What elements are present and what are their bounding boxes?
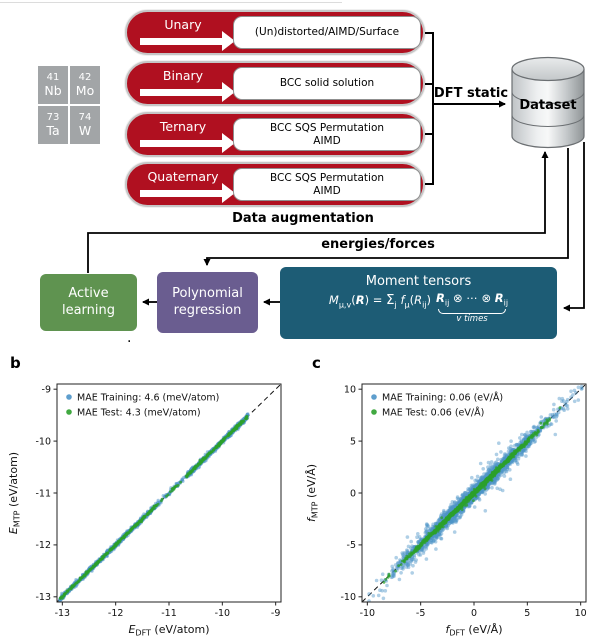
element-grid: 41 Nb 42 Mo 73 Ta 74 W (38, 66, 100, 144)
svg-text:-10: -10 (215, 608, 231, 619)
element-number: 41 (46, 72, 60, 84)
svg-text:-11: -11 (35, 488, 51, 499)
pipeline-box: BCC solid solution (233, 67, 421, 100)
moment-tensors-title: Moment tensors (365, 274, 472, 289)
top-border-line (0, 2, 342, 3)
pipeline-box: BCC SQS Permutation AIMD (233, 118, 421, 151)
stray-period: . (127, 330, 132, 346)
element-symbol: Mo (75, 82, 95, 98)
pipeline-ternary: Ternary BCC SQS Permutation AIMD (125, 112, 425, 157)
svg-text:-9: -9 (42, 384, 51, 395)
pipeline-unary: Unary (Un)distorted/AIMD/Surface (125, 10, 425, 55)
right-arrow-icon (222, 31, 235, 51)
element-number: 73 (46, 112, 60, 124)
pipeline-bracket (425, 32, 434, 185)
element-cell-ta: 73 Ta (38, 106, 68, 144)
element-cell-w: 74 W (70, 106, 100, 144)
panel-label-c: c (312, 354, 321, 372)
equation-tensor-product: Rij ⊗ ⋯ ⊗ Rij (436, 291, 509, 308)
svg-text:EDFT (eV/atom): EDFT (eV/atom) (128, 623, 209, 638)
svg-text:EMTP (eV/atom): EMTP (eV/atom) (7, 452, 22, 534)
data-augmentation-label: Data augmentation (232, 211, 374, 226)
pipeline-label: Ternary (159, 119, 207, 134)
equation-underbrace-group: Rij ⊗ ⋯ ⊗ Rij v times (436, 292, 508, 324)
right-arrow-icon (140, 89, 222, 96)
svg-text:-9: -9 (271, 608, 280, 619)
svg-text:-12: -12 (35, 540, 51, 551)
active-learning-node: Active learning (40, 274, 137, 331)
element-cell-nb: 41 Nb (38, 66, 68, 104)
moment-tensors-node: Moment tensors Mμ,v(R) = Σj fμ(Rij) Rij … (280, 267, 557, 339)
svg-text:MAE Training: 4.6 (meV/atom): MAE Training: 4.6 (meV/atom) (77, 392, 219, 403)
right-arrow-icon (140, 190, 222, 197)
polynomial-regression-node: Polynomial regression (157, 272, 258, 333)
v-times-label: v times (456, 314, 488, 325)
element-symbol: W (78, 122, 92, 138)
moment-tensor-equation: Mμ,v(R) = Σj fμ(Rij) Rij ⊗ ⋯ ⊗ Rij v tim… (329, 292, 508, 324)
pipeline-box: BCC SQS Permutation AIMD (233, 168, 421, 201)
right-arrow-icon (222, 82, 235, 102)
svg-text:MAE Test: 4.3 (meV/atom): MAE Test: 4.3 (meV/atom) (77, 407, 201, 418)
pipeline-binary: Binary BCC solid solution (125, 61, 425, 106)
pipeline-quaternary: Quaternary BCC SQS Permutation AIMD (125, 162, 425, 207)
database-icon: Dataset (511, 56, 585, 149)
svg-text:-11: -11 (161, 608, 177, 619)
equation-lhs: Mμ,v(R) = Σj fμ(Rij) (328, 292, 432, 310)
element-cell-mo: 42 Mo (70, 66, 100, 104)
pipeline-label: Quaternary (147, 169, 219, 184)
right-arrow-icon (140, 38, 222, 45)
element-number: 42 (78, 72, 92, 84)
pipeline-label: Binary (162, 68, 204, 83)
pipeline-box: (Un)distorted/AIMD/Surface (233, 16, 421, 49)
right-arrow-icon (140, 140, 222, 147)
svg-text:-13: -13 (35, 592, 51, 603)
parity-charts: b c -13 -12 -11 -10 -9 -13 -12 -11 -10 -9 MAE Trai… (0, 350, 600, 639)
energy-parity-chart: -13 -12 -11 -10 -9 -13 -12 -11 -10 -9 MAE Training… (7, 383, 282, 638)
arrow-dataset-to-moment (563, 142, 585, 312)
element-symbol: Nb (44, 82, 62, 98)
pipeline-label: Unary (164, 17, 202, 32)
svg-text:-13: -13 (55, 608, 71, 619)
svg-text:-10: -10 (35, 436, 51, 447)
panel-label-b: b (10, 354, 21, 372)
element-symbol: Ta (46, 122, 60, 138)
energies-forces-label: energies/forces (321, 237, 435, 252)
dft-static-label: DFT static (433, 86, 509, 101)
dataset-label: Dataset (519, 98, 576, 113)
svg-text:-12: -12 (108, 608, 124, 619)
element-number: 74 (78, 112, 92, 124)
